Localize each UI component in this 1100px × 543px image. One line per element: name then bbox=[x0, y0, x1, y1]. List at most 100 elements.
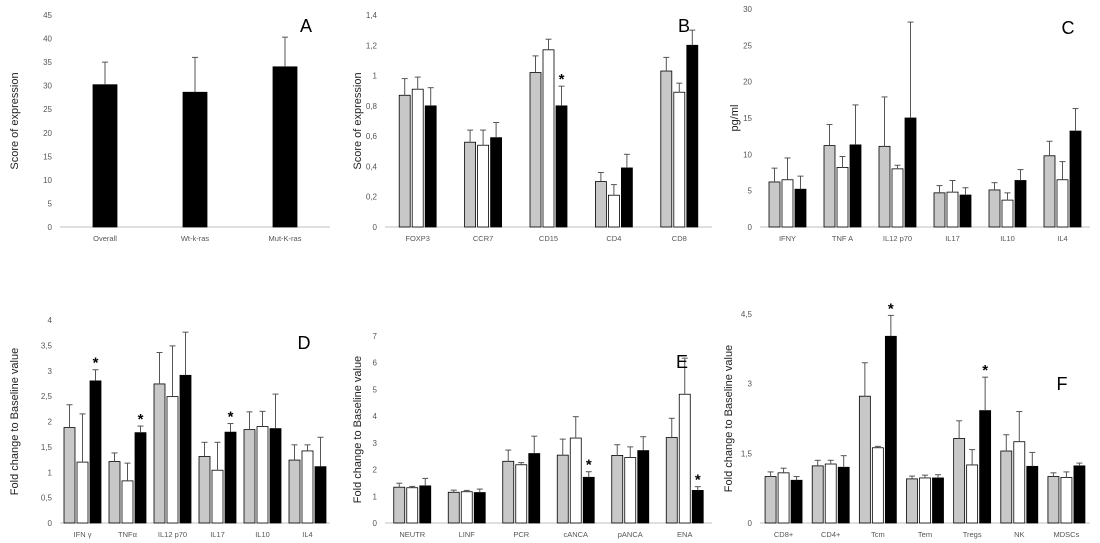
bar bbox=[794, 188, 807, 228]
bar bbox=[502, 460, 515, 524]
category-label: pANCA bbox=[618, 530, 643, 539]
bar bbox=[256, 426, 269, 524]
y-tick-label: 20 bbox=[43, 129, 52, 138]
bar bbox=[988, 189, 1001, 228]
y-tick-label: 2,5 bbox=[41, 392, 53, 401]
bar bbox=[1001, 199, 1014, 228]
category-label: IL17 bbox=[945, 234, 960, 243]
y-tick-label: 0 bbox=[748, 223, 753, 232]
bar bbox=[182, 91, 208, 228]
bar bbox=[314, 466, 327, 524]
y-tick-label: 3 bbox=[748, 380, 753, 389]
panel-letter: C bbox=[1062, 18, 1075, 38]
bar bbox=[464, 141, 477, 228]
category-label: IL4 bbox=[1057, 234, 1067, 243]
bar bbox=[621, 167, 633, 228]
bar bbox=[582, 476, 595, 524]
category-label: NK bbox=[1014, 530, 1024, 539]
y-tick-label: 4 bbox=[48, 316, 53, 325]
category-label: IL12 p70 bbox=[883, 234, 912, 243]
y-tick-label: 0,6 bbox=[366, 132, 378, 141]
y-tick-label: 3 bbox=[373, 439, 378, 448]
category-label: IL12 p70 bbox=[158, 530, 187, 539]
category-label: IL10 bbox=[1000, 234, 1015, 243]
bar bbox=[781, 179, 794, 228]
bar bbox=[269, 428, 282, 524]
y-tick-label: 1 bbox=[48, 468, 53, 477]
bar bbox=[447, 491, 460, 524]
bar bbox=[529, 72, 542, 228]
bar bbox=[891, 168, 904, 228]
y-tick-label: 0 bbox=[748, 519, 753, 528]
y-tick-label: 20 bbox=[743, 78, 752, 87]
category-label: CD4+ bbox=[821, 530, 841, 539]
y-axis-label: Score of expression bbox=[352, 72, 364, 169]
bar bbox=[1026, 465, 1039, 524]
y-axis-label: Fold change to Baseline value bbox=[352, 356, 364, 503]
bar bbox=[411, 88, 424, 228]
bar bbox=[849, 144, 862, 228]
panel-letter: B bbox=[678, 16, 690, 36]
bar bbox=[224, 431, 237, 524]
y-tick-label: 1,4 bbox=[366, 11, 378, 20]
y-tick-label: 4,5 bbox=[741, 310, 753, 319]
chart-panel-a: 0 5 10 15 20 25 30 35 40 45 Score of expression Ove… bbox=[9, 11, 330, 243]
bar bbox=[966, 464, 979, 524]
bar bbox=[871, 447, 884, 524]
y-tick-label: 0,8 bbox=[366, 102, 378, 111]
y-tick-label: 2 bbox=[373, 466, 378, 475]
bar bbox=[884, 335, 897, 524]
category-label: CCR7 bbox=[473, 234, 493, 243]
y-tick-label: 1 bbox=[373, 72, 378, 81]
bar bbox=[953, 438, 966, 524]
bar bbox=[1000, 450, 1013, 524]
category-label: NEUTR bbox=[399, 530, 425, 539]
bar bbox=[637, 450, 650, 524]
bar bbox=[477, 144, 490, 228]
y-tick-label: 1,5 bbox=[741, 449, 753, 458]
bar bbox=[979, 410, 992, 524]
significance-star: * bbox=[888, 300, 894, 317]
bar bbox=[768, 181, 781, 228]
y-tick-label: 3 bbox=[48, 367, 53, 376]
category-label: Wt-k-ras bbox=[181, 234, 210, 243]
bar bbox=[288, 459, 301, 524]
category-label: MDSCs bbox=[1054, 530, 1080, 539]
category-label: PCR bbox=[513, 530, 529, 539]
bar bbox=[790, 479, 803, 524]
significance-star: * bbox=[982, 362, 988, 379]
bar bbox=[1014, 180, 1027, 228]
category-label: IL10 bbox=[255, 530, 270, 539]
bar bbox=[1056, 179, 1069, 228]
y-tick-label: 0,5 bbox=[41, 494, 53, 503]
bar bbox=[490, 137, 503, 228]
significance-star: * bbox=[228, 409, 234, 426]
bar bbox=[272, 66, 298, 228]
bar bbox=[660, 70, 673, 228]
bar bbox=[837, 466, 850, 524]
significance-star: * bbox=[559, 71, 565, 88]
bar bbox=[92, 84, 118, 228]
bar bbox=[243, 429, 256, 524]
chart-panel-c: 0 5 10 15 20 25 30 pg/ml IFNY TNF A IL12 p70 IL17 IL… bbox=[729, 5, 1090, 243]
y-tick-label: 40 bbox=[43, 35, 52, 44]
y-tick-label: 1,5 bbox=[41, 443, 53, 452]
significance-star: * bbox=[695, 472, 701, 489]
bar bbox=[904, 117, 917, 228]
y-tick-label: 2 bbox=[48, 418, 53, 427]
bar bbox=[777, 472, 790, 524]
category-label: cANCA bbox=[563, 530, 588, 539]
y-tick-label: 5 bbox=[748, 187, 753, 196]
category-label: ENA bbox=[677, 530, 692, 539]
panel-letter: F bbox=[1057, 374, 1068, 394]
category-label: Tcm bbox=[871, 530, 885, 539]
y-axis-label: Fold change to Baseline value bbox=[9, 348, 21, 495]
bar bbox=[906, 478, 918, 524]
category-label: IL4 bbox=[302, 530, 312, 539]
y-tick-label: 5 bbox=[48, 199, 53, 208]
chart-panel-b: 0 0,2 0,4 0,6 0,8 1 1,2 1,4 Score of expression F… bbox=[352, 11, 712, 243]
bar bbox=[419, 485, 432, 524]
y-tick-label: 10 bbox=[743, 150, 752, 159]
bar bbox=[946, 191, 959, 228]
bar bbox=[1073, 465, 1086, 524]
